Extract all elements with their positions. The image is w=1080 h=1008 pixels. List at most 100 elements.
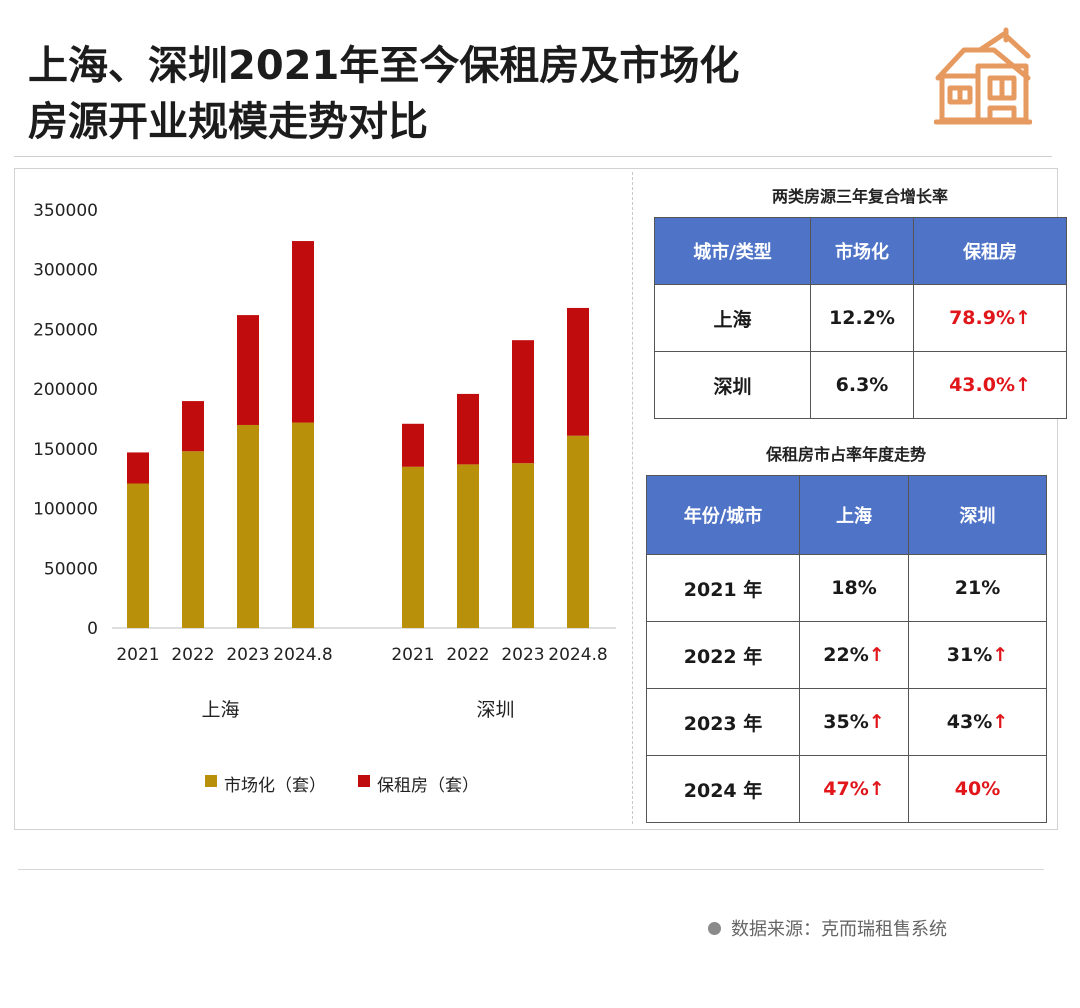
bar-market-shenzhen-2023 <box>512 463 534 628</box>
x-axis: 2021 2022 2023 2024.8 2021 2022 2023 2024.8 <box>116 645 607 665</box>
growth-header-city: 城市/类型 <box>654 217 811 285</box>
share-shenzhen-cell: 40% <box>908 755 1047 823</box>
growth-rental-value: 43.0% <box>949 374 1015 396</box>
share-shanghai-value: 35% <box>823 711 869 733</box>
bar-rental-shenzhen-2021 <box>402 423 424 467</box>
x-tick-label: 2023 <box>226 645 269 665</box>
share-year: 2023 年 <box>646 688 800 756</box>
share-year: 2024 年 <box>646 755 800 823</box>
up-arrow-icon: ↑ <box>992 711 1009 733</box>
x-tick-label: 2021 <box>116 645 159 665</box>
share-header-shenzhen: 深圳 <box>908 475 1047 555</box>
group-labels: 上海 深圳 <box>201 699 514 721</box>
bar-rental-shenzhen-2023 <box>512 340 534 464</box>
share-shenzhen-value: 40% <box>954 778 1001 800</box>
share-year: 2021 年 <box>646 554 800 622</box>
x-tick-label: 2022 <box>446 645 489 665</box>
title-line-2: 房源开业规模走势对比 <box>28 99 428 145</box>
share-shanghai-value: 18% <box>831 577 877 599</box>
share-shanghai-cell: 22%↑ <box>799 621 909 689</box>
source-text: 数据来源：克而瑞租售系统 <box>731 919 947 940</box>
share-year: 2022 年 <box>646 621 800 689</box>
x-tick-label: 2024.8 <box>548 645 607 665</box>
bar-market-shanghai-2023 <box>237 424 259 628</box>
bar-market-shenzhen-2024.8 <box>567 435 589 628</box>
y-tick-label: 300000 <box>33 261 98 281</box>
up-arrow-icon: ↑ <box>868 644 885 666</box>
growth-rental-cell: 78.9%↑ <box>913 284 1067 352</box>
share-header-year: 年份/城市 <box>646 475 800 555</box>
table-row: 2024 年 47%↑ 40% <box>646 755 1047 823</box>
table-row: 2021 年 18% 21% <box>646 554 1047 622</box>
bar-market-shanghai-2021 <box>127 483 149 628</box>
growth-city: 上海 <box>654 284 811 352</box>
y-tick-label: 100000 <box>33 500 98 520</box>
x-tick-label: 2021 <box>391 645 434 665</box>
share-header-shanghai: 上海 <box>799 475 909 555</box>
bar-market-shanghai-2022 <box>182 451 204 628</box>
share-shanghai-value: 22% <box>823 644 869 666</box>
bar-series <box>127 241 589 628</box>
legend-label-market: 市场化（套） <box>224 776 326 796</box>
up-arrow-icon: ↑ <box>868 778 885 800</box>
x-tick-label: 2023 <box>501 645 544 665</box>
y-tick-label: 0 <box>87 619 98 639</box>
legend: 市场化（套） 保租房（套） <box>205 775 479 796</box>
x-tick-label: 2024.8 <box>273 645 332 665</box>
bar-rental-shanghai-2022 <box>182 401 204 452</box>
share-shenzhen-cell: 21% <box>908 554 1047 622</box>
up-arrow-icon: ↑ <box>1015 307 1031 329</box>
up-arrow-icon: ↑ <box>868 711 885 733</box>
source-note: 数据来源：克而瑞租售系统 <box>708 915 947 941</box>
title-line-1: 上海、深圳2021年至今保租房及市场化 <box>28 43 740 89</box>
growth-market-value: 6.3% <box>810 351 914 419</box>
legend-swatch-market <box>205 775 217 787</box>
growth-header-rental: 保租房 <box>913 217 1067 285</box>
share-shenzhen-value: 31% <box>946 644 993 666</box>
y-tick-label: 250000 <box>33 320 98 340</box>
top-divider <box>14 156 1052 157</box>
share-shanghai-cell: 18% <box>799 554 909 622</box>
growth-table-caption: 两类房源三年复合增长率 <box>771 187 948 206</box>
content-panel <box>14 168 1058 830</box>
growth-market-value: 12.2% <box>810 284 914 352</box>
bar-rental-shenzhen-2022 <box>457 393 479 465</box>
growth-header-market: 市场化 <box>810 217 914 285</box>
market-share-table: 年份/城市 上海 深圳 2021 年 18% 21% 2022 年 22%↑ 3… <box>646 475 1047 823</box>
bar-market-shenzhen-2022 <box>457 464 479 628</box>
legend-label-rental: 保租房（套） <box>377 776 479 796</box>
bar-market-shanghai-2024.8 <box>292 422 314 628</box>
group-label-shenzhen: 深圳 <box>476 699 514 721</box>
bullet-dot-icon <box>708 922 721 935</box>
y-tick-label: 150000 <box>33 440 98 460</box>
table-row: 上海 12.2% 78.9%↑ <box>654 284 1067 352</box>
bar-rental-shanghai-2023 <box>237 315 259 425</box>
group-label-shanghai: 上海 <box>201 699 239 721</box>
y-tick-label: 50000 <box>44 559 98 579</box>
growth-rate-table: 城市/类型 市场化 保租房 上海 12.2% 78.9%↑ 深圳 6.3% 43… <box>654 217 1067 419</box>
share-table-caption: 保租房市占率年度走势 <box>765 445 926 464</box>
share-shenzhen-cell: 43%↑ <box>908 688 1047 756</box>
panel-divider <box>632 172 633 824</box>
bar-rental-shanghai-2021 <box>127 452 149 484</box>
bar-market-shenzhen-2021 <box>402 466 424 628</box>
share-shenzhen-value: 21% <box>954 577 1001 599</box>
growth-city: 深圳 <box>654 351 811 419</box>
share-shenzhen-cell: 31%↑ <box>908 621 1047 689</box>
table-row: 深圳 6.3% 43.0%↑ <box>654 351 1067 419</box>
stacked-bar-chart: 350000 300000 250000 200000 150000 100000 5000… <box>33 201 616 796</box>
bar-rental-shanghai-2024.8 <box>292 241 314 423</box>
table-row: 2023 年 35%↑ 43%↑ <box>646 688 1047 756</box>
share-shanghai-value: 47% <box>823 778 869 800</box>
growth-rental-value: 78.9% <box>949 307 1015 329</box>
y-axis: 350000 300000 250000 200000 150000 100000 5000… <box>33 201 98 639</box>
legend-swatch-rental <box>358 775 370 787</box>
bottom-divider <box>18 869 1044 870</box>
x-tick-label: 2022 <box>171 645 214 665</box>
share-shanghai-cell: 47%↑ <box>799 755 909 823</box>
y-tick-label: 350000 <box>33 201 98 221</box>
up-arrow-icon: ↑ <box>1015 374 1031 396</box>
bar-rental-shenzhen-2024.8 <box>567 307 589 436</box>
page-title: 上海、深圳2021年至今保租房及市场化 房源开业规模走势对比 <box>28 38 888 150</box>
growth-rental-cell: 43.0%↑ <box>913 351 1067 419</box>
